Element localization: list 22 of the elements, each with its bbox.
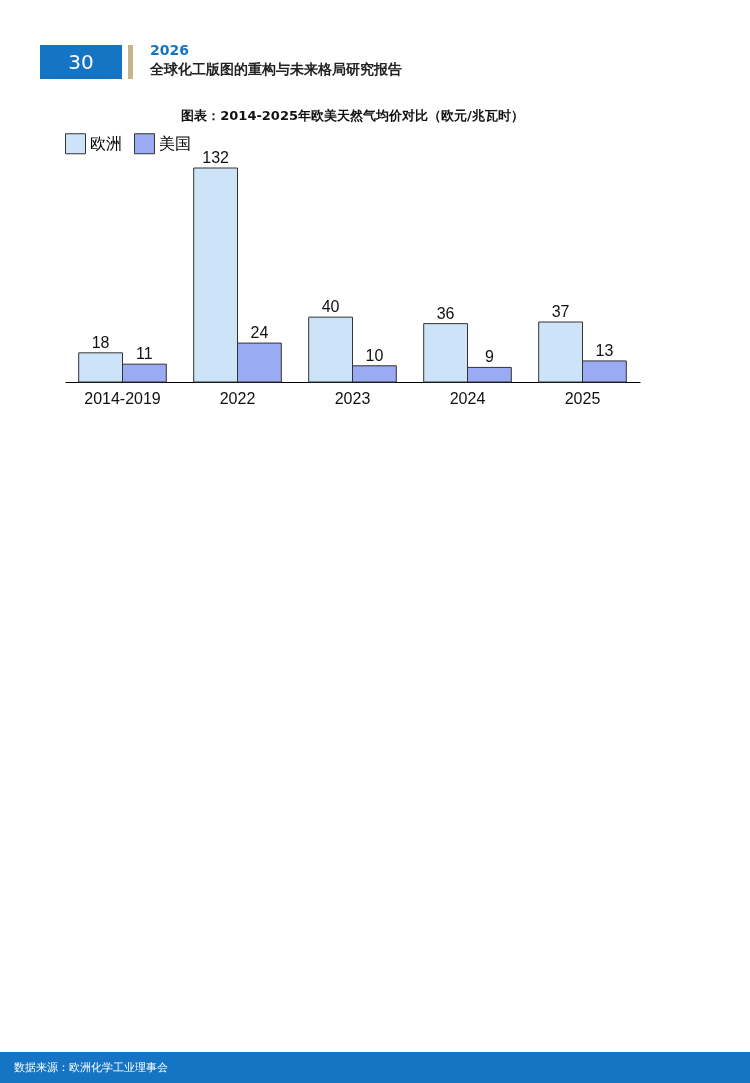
source-note: 数据来源：欧洲化学工业理事会 [14,1060,168,1075]
x-tick-label: 2024 [449,389,486,407]
data-label: 36 [436,304,455,322]
x-tick-label: 2014-2019 [84,389,161,407]
text: 30 [40,45,122,79]
data-label: 18 [91,333,110,351]
data-label: 24 [250,324,269,342]
legend-label: 欧洲 [90,133,122,153]
data-label: 13 [595,341,614,359]
x-tick-label: 2025 [564,389,601,407]
data-label: 40 [321,298,340,316]
data-label: 37 [551,303,570,321]
chart-title: 图表：2014-2025年欧美天然气均价对比（欧元/兆瓦时） [181,108,524,123]
data-label: 132 [202,149,230,166]
data-label: 11 [136,345,153,363]
text: 全球化工版图的重构与未来格局研究报告 [150,61,402,79]
x-tick-label: 2023 [334,389,371,407]
legend-label: 美国 [159,133,191,153]
data-label: 10 [365,346,384,364]
text: 2026 [150,42,189,58]
x-tick-label: 2022 [219,389,256,407]
data-label: 9 [484,348,494,366]
